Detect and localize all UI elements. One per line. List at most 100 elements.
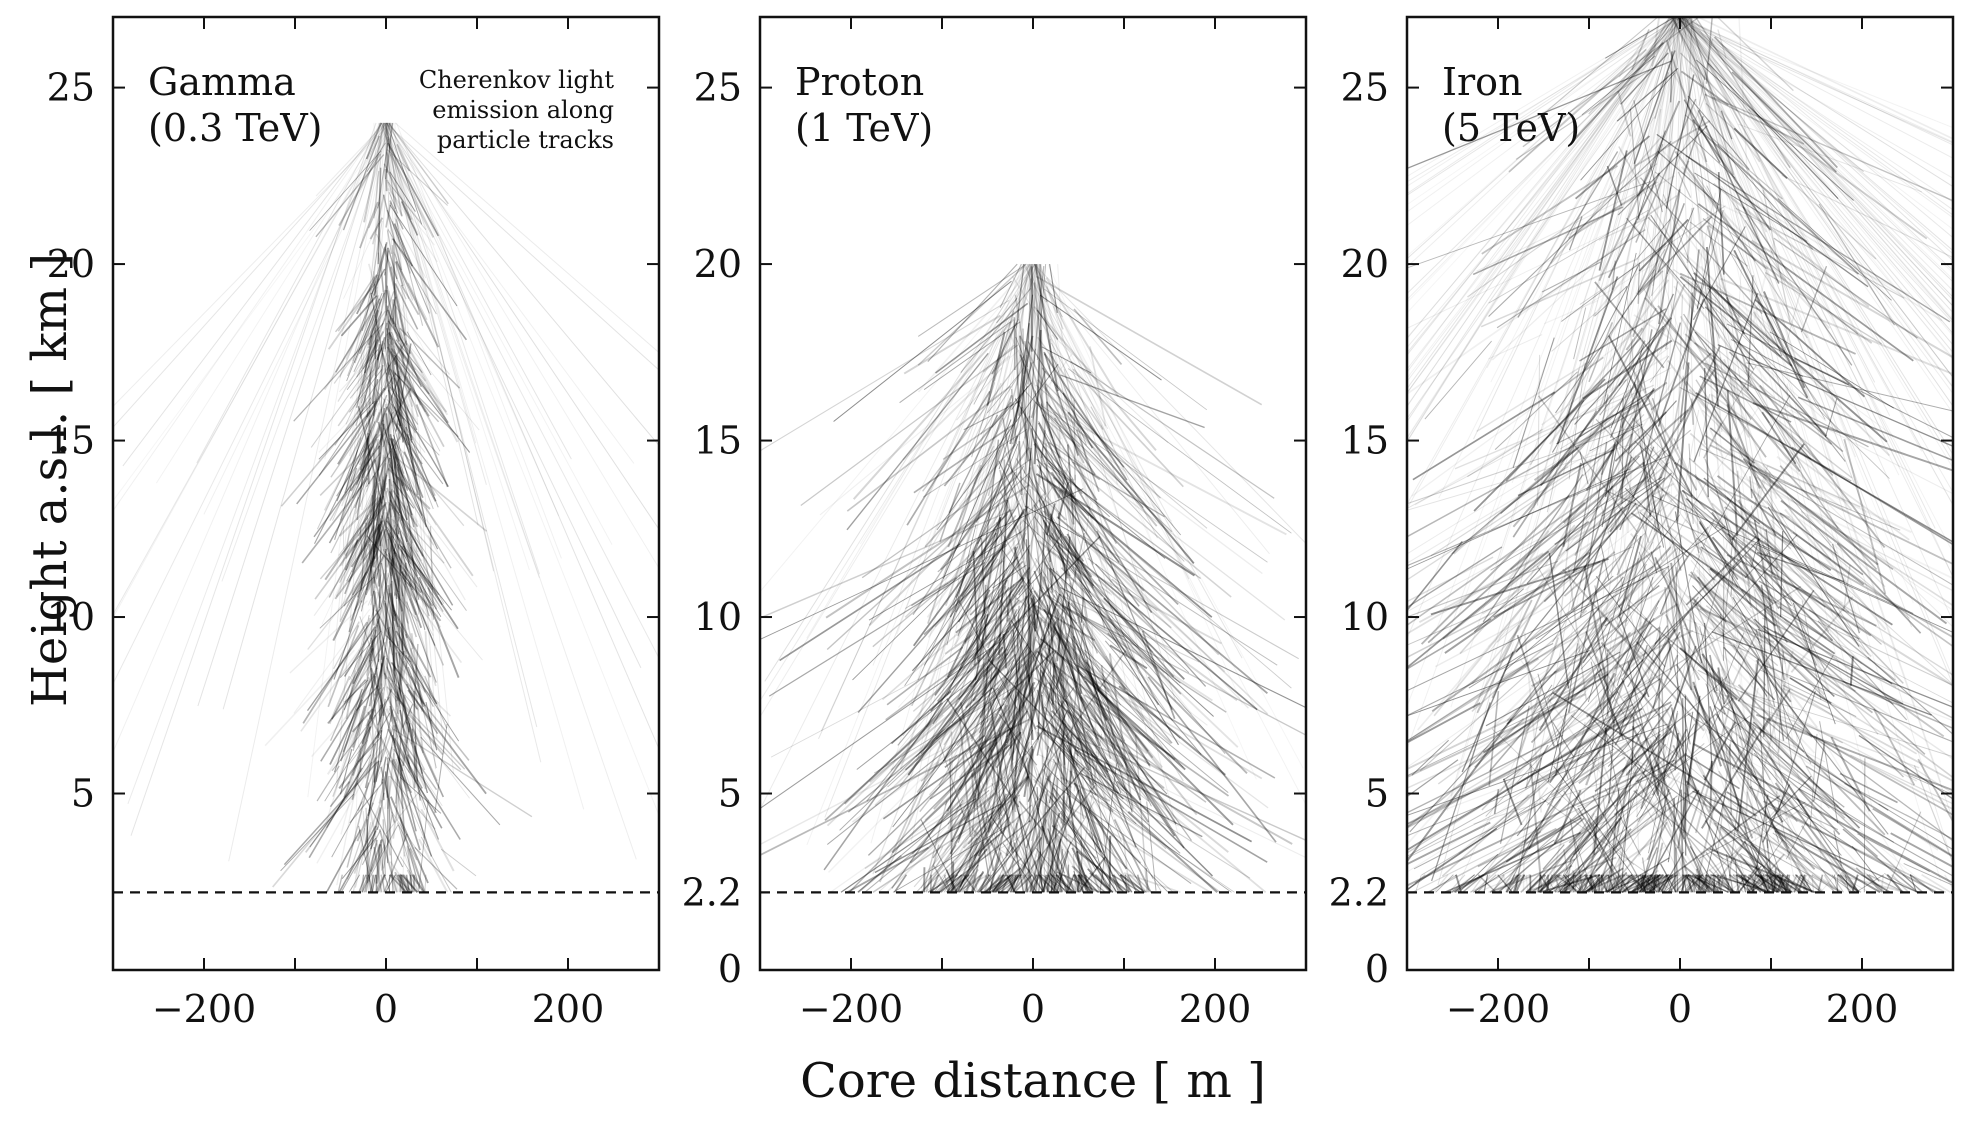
shower-track xyxy=(1046,503,1056,536)
shower-track xyxy=(867,731,997,856)
shower-track xyxy=(944,720,1007,806)
shower-track xyxy=(1038,264,1111,799)
shower-track xyxy=(1702,584,1761,635)
shower-track xyxy=(406,434,419,496)
shower-track xyxy=(349,444,375,482)
shower-track xyxy=(381,423,413,516)
shower-track xyxy=(1027,264,1076,579)
shower-track xyxy=(1407,17,1682,440)
shower-track xyxy=(381,562,397,589)
shower-track xyxy=(1678,17,1953,415)
shower-track xyxy=(1539,874,1561,893)
shower-track xyxy=(1695,392,1953,543)
shower-track xyxy=(1054,575,1065,601)
shower-track xyxy=(395,355,405,443)
shower-track xyxy=(1619,617,1650,698)
shower-track xyxy=(1755,874,1770,893)
shower-track xyxy=(1073,782,1128,870)
shower-track xyxy=(406,409,412,440)
shower-track xyxy=(997,765,1019,794)
shower-track xyxy=(363,523,381,560)
shower-track xyxy=(1407,643,1554,717)
shower-track xyxy=(991,514,1017,546)
shower-track xyxy=(1060,796,1065,824)
shower-track xyxy=(1503,798,1562,886)
shower-track xyxy=(391,518,433,596)
shower-track xyxy=(1736,873,1768,894)
shower-track xyxy=(1511,17,1674,484)
shower-track xyxy=(983,857,1023,893)
shower-track xyxy=(1433,874,1449,893)
shower-track xyxy=(1563,631,1632,702)
shower-track xyxy=(373,170,380,219)
shower-track xyxy=(1502,778,1523,826)
shower-track xyxy=(1075,851,1089,887)
shower-track xyxy=(1712,96,1953,202)
shower-track xyxy=(893,874,908,893)
shower-track xyxy=(873,681,1024,774)
shower-track xyxy=(384,247,389,350)
shower-track xyxy=(1762,784,1791,843)
shower-track xyxy=(389,386,449,487)
shower-track xyxy=(335,298,381,373)
shower-track xyxy=(1617,342,1667,419)
shower-track xyxy=(400,873,405,893)
shower-track xyxy=(326,728,357,821)
shower-track xyxy=(384,248,408,346)
shower-track xyxy=(387,433,465,527)
shower-track xyxy=(1035,436,1232,598)
shower-track xyxy=(1625,538,1761,679)
shower-track xyxy=(379,612,395,722)
shower-track xyxy=(394,342,416,371)
shower-track xyxy=(391,403,436,497)
shower-track xyxy=(1817,620,1908,721)
shower-track xyxy=(1479,623,1687,758)
shower-track xyxy=(1481,691,1648,838)
shower-track xyxy=(1723,358,1741,402)
shower-track xyxy=(1766,740,1807,893)
shower-track xyxy=(935,302,1029,374)
shower-track xyxy=(395,646,400,690)
shower-track xyxy=(1711,631,1932,716)
shower-track xyxy=(1033,742,1054,893)
y-axis-title: Height a.s.l. [ km ] xyxy=(22,253,78,707)
shower-track xyxy=(1703,477,1760,525)
shower-track xyxy=(1568,216,1583,251)
shower-track xyxy=(1057,544,1175,678)
shower-track xyxy=(351,463,362,554)
shower-track xyxy=(885,649,983,767)
shower-track xyxy=(1635,759,1675,783)
shower-track xyxy=(962,874,977,893)
shower-track xyxy=(1568,874,1589,893)
shower-track xyxy=(391,394,416,434)
shower-track xyxy=(980,643,1028,726)
shower-track xyxy=(1010,368,1029,430)
shower-track xyxy=(1080,534,1299,660)
shower-track xyxy=(379,692,384,720)
shower-track xyxy=(395,495,418,577)
shower-track xyxy=(388,290,394,346)
shower-track xyxy=(1010,619,1126,791)
shower-track xyxy=(1407,429,1607,555)
shower-track xyxy=(408,848,426,893)
shower-track xyxy=(387,188,435,246)
shower-track xyxy=(1688,17,1953,262)
shower-track xyxy=(1090,714,1135,761)
shower-track xyxy=(349,122,391,457)
shower-track xyxy=(1820,863,1845,893)
shower-track xyxy=(1023,555,1048,701)
shower-track xyxy=(1660,874,1673,893)
shower-track xyxy=(955,540,1016,629)
shower-track xyxy=(976,264,1026,530)
shower-track xyxy=(1735,874,1767,893)
shower-track xyxy=(1618,535,1642,618)
shower-track xyxy=(1709,847,1816,894)
shower-track xyxy=(1697,127,1860,275)
shower-track xyxy=(945,874,971,893)
shower-track xyxy=(1018,629,1034,680)
shower-track xyxy=(1052,528,1068,581)
shower-track xyxy=(351,714,377,776)
shower-track xyxy=(1073,308,1123,365)
shower-track xyxy=(1602,667,1606,714)
shower-track xyxy=(362,603,377,640)
